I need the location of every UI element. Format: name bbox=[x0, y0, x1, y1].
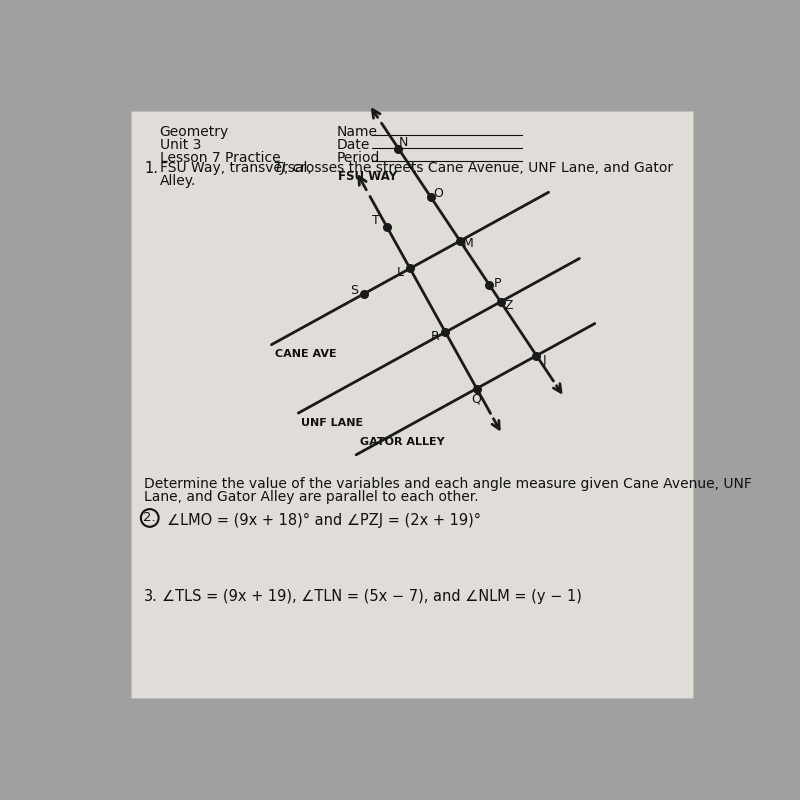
Text: FSU WAY: FSU WAY bbox=[338, 170, 398, 183]
Text: Q: Q bbox=[472, 392, 482, 405]
Text: Z: Z bbox=[504, 299, 513, 312]
Text: Name: Name bbox=[337, 126, 378, 139]
Text: Determine the value of the variables and each angle measure given Cane Avenue, U: Determine the value of the variables and… bbox=[144, 477, 752, 491]
Text: 2.: 2. bbox=[143, 511, 156, 525]
Text: R: R bbox=[431, 330, 440, 342]
Text: S: S bbox=[350, 283, 358, 297]
Text: P: P bbox=[494, 277, 502, 290]
Text: UNF LANE: UNF LANE bbox=[301, 418, 362, 428]
FancyBboxPatch shape bbox=[131, 111, 694, 698]
Text: Lesson 7 Practice: Lesson 7 Practice bbox=[160, 151, 280, 166]
Text: ∠LMO = (9x + 18)° and ∠PZJ = (2x + 19)°: ∠LMO = (9x + 18)° and ∠PZJ = (2x + 19)° bbox=[166, 514, 481, 528]
Text: Lane, and Gator Alley are parallel to each other.: Lane, and Gator Alley are parallel to ea… bbox=[144, 490, 479, 504]
Text: TJ: TJ bbox=[274, 162, 286, 175]
Text: ∠TLS = (9x + 19), ∠TLN = (5x − 7), and ∠NLM = (y − 1): ∠TLS = (9x + 19), ∠TLN = (5x − 7), and ∠… bbox=[162, 589, 582, 604]
Text: L: L bbox=[397, 266, 403, 279]
Text: 1.: 1. bbox=[144, 162, 158, 177]
Text: 3.: 3. bbox=[144, 589, 158, 604]
Text: Alley.: Alley. bbox=[160, 174, 196, 188]
Text: J: J bbox=[542, 354, 546, 366]
Text: Geometry: Geometry bbox=[160, 126, 229, 139]
Text: Unit 3: Unit 3 bbox=[160, 138, 201, 152]
Text: CANE AVE: CANE AVE bbox=[275, 349, 337, 358]
Text: M: M bbox=[462, 237, 473, 250]
Text: Period: Period bbox=[337, 151, 380, 166]
Text: O: O bbox=[434, 187, 443, 201]
Text: GATOR ALLEY: GATOR ALLEY bbox=[360, 437, 445, 447]
Text: Date: Date bbox=[337, 138, 370, 152]
Text: T: T bbox=[372, 214, 380, 227]
Text: , crosses the streets Cane Avenue, UNF Lane, and Gator: , crosses the streets Cane Avenue, UNF L… bbox=[285, 162, 674, 175]
Text: FSU Way, transversal,: FSU Way, transversal, bbox=[160, 162, 316, 175]
Text: N: N bbox=[399, 136, 409, 149]
